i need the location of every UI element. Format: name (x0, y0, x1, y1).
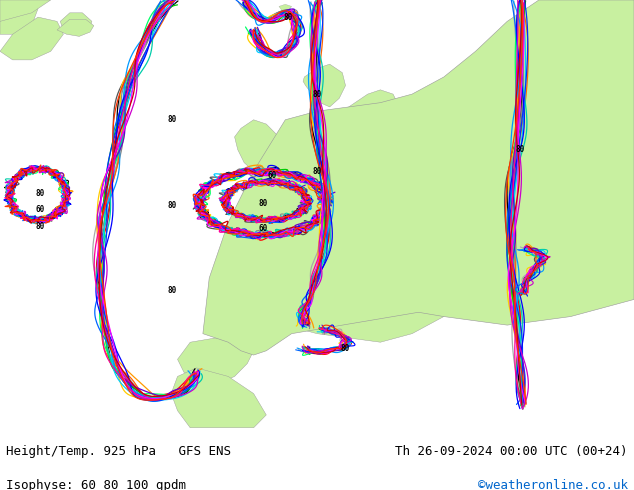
Text: 80: 80 (341, 344, 350, 353)
Polygon shape (0, 0, 51, 22)
Polygon shape (171, 368, 266, 428)
Text: 80: 80 (36, 222, 44, 231)
Text: 80: 80 (313, 90, 321, 98)
Polygon shape (393, 197, 507, 265)
Text: ©weatheronline.co.uk: ©weatheronline.co.uk (477, 479, 628, 490)
Text: 80: 80 (515, 145, 524, 154)
Polygon shape (298, 90, 399, 141)
Polygon shape (476, 0, 634, 150)
Text: 80: 80 (168, 201, 177, 210)
Polygon shape (235, 120, 279, 171)
Text: 60: 60 (259, 224, 268, 233)
Text: 80: 80 (168, 286, 177, 295)
Polygon shape (279, 4, 292, 11)
Polygon shape (0, 17, 63, 60)
Text: 80: 80 (259, 198, 268, 208)
Polygon shape (203, 0, 634, 355)
Polygon shape (57, 19, 94, 36)
Text: 60: 60 (36, 205, 44, 214)
Text: 80: 80 (284, 13, 293, 22)
Text: Th 26-09-2024 00:00 UTC (00+24): Th 26-09-2024 00:00 UTC (00+24) (395, 445, 628, 458)
Text: 60: 60 (268, 171, 277, 180)
Polygon shape (0, 0, 38, 34)
Text: 80: 80 (313, 167, 321, 175)
Text: Isophyse: 60 80 100 gpdm: Isophyse: 60 80 100 gpdm (6, 479, 186, 490)
Polygon shape (303, 64, 346, 107)
Text: Height/Temp. 925 hPa   GFS ENS: Height/Temp. 925 hPa GFS ENS (6, 445, 231, 458)
Polygon shape (222, 270, 456, 342)
Polygon shape (178, 338, 254, 385)
Text: 80: 80 (168, 115, 177, 124)
Text: 80: 80 (36, 189, 44, 198)
Polygon shape (60, 13, 92, 34)
